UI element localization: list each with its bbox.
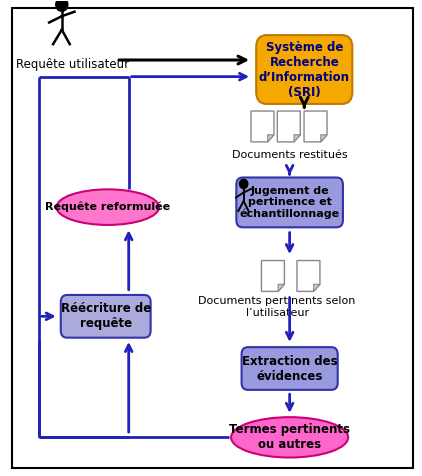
Polygon shape xyxy=(294,135,300,142)
Polygon shape xyxy=(321,135,327,142)
Text: Termes pertinents
ou autres: Termes pertinents ou autres xyxy=(229,423,350,451)
FancyBboxPatch shape xyxy=(236,178,343,228)
FancyBboxPatch shape xyxy=(61,295,151,337)
Polygon shape xyxy=(304,111,327,142)
Polygon shape xyxy=(268,135,274,142)
FancyBboxPatch shape xyxy=(241,347,338,390)
Text: Requête utilisateur: Requête utilisateur xyxy=(16,58,129,71)
Text: Documents pertinents selon
l’utilisateur: Documents pertinents selon l’utilisateur xyxy=(198,296,356,317)
Circle shape xyxy=(240,179,248,188)
Ellipse shape xyxy=(57,189,159,225)
Text: Extraction des
évidences: Extraction des évidences xyxy=(242,355,338,383)
FancyBboxPatch shape xyxy=(256,35,352,104)
Polygon shape xyxy=(261,260,284,291)
Text: Requête reformulée: Requête reformulée xyxy=(45,202,170,212)
Polygon shape xyxy=(251,111,274,142)
Text: Système de
Recherche
d’Information
(SRI): Système de Recherche d’Information (SRI) xyxy=(259,40,350,99)
Text: Documents restitués: Documents restitués xyxy=(232,150,347,160)
Circle shape xyxy=(56,0,68,11)
Text: Réécriture de
requête: Réécriture de requête xyxy=(61,302,151,330)
Polygon shape xyxy=(277,111,300,142)
Polygon shape xyxy=(297,260,320,291)
Polygon shape xyxy=(314,284,320,291)
Ellipse shape xyxy=(231,417,348,457)
Polygon shape xyxy=(278,284,284,291)
Text: Jugement de
pertinence et
échantillonnage: Jugement de pertinence et échantillonnag… xyxy=(240,186,340,219)
